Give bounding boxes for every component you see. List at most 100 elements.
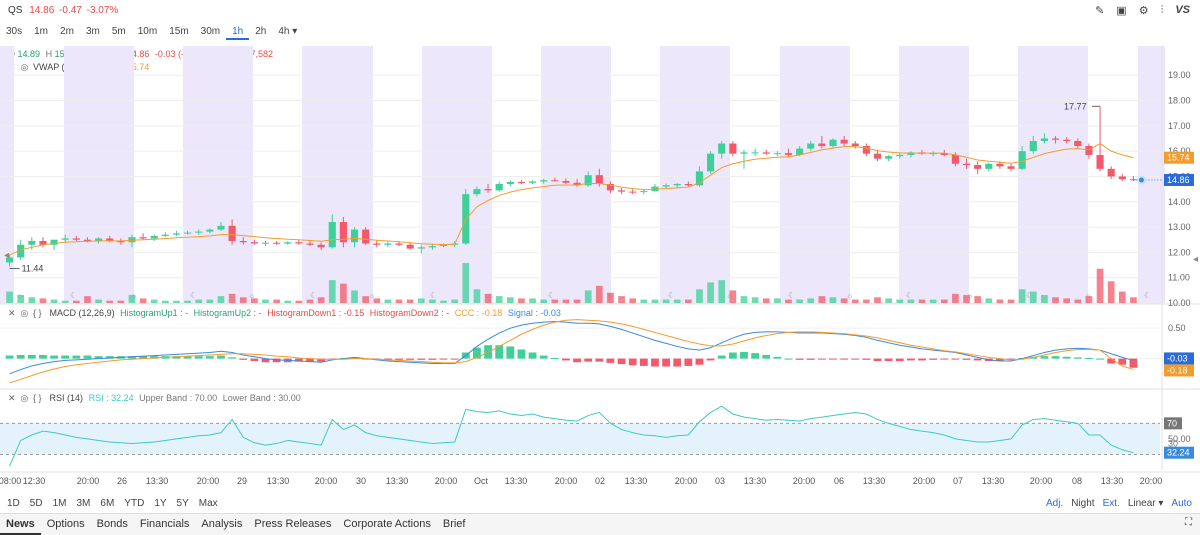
indicators-icon[interactable]: ⚙ — [1138, 5, 1149, 17]
range-6m[interactable]: 6M — [100, 498, 115, 509]
macd-series-signal — [9, 319, 1134, 384]
candle-body — [818, 143, 826, 147]
auto-toggle[interactable]: Auto — [1171, 498, 1192, 509]
volume-bar — [1130, 297, 1137, 303]
interval-2h[interactable]: 2h — [255, 26, 267, 37]
interval-4h[interactable]: 4h ▾ — [278, 26, 298, 37]
price-chart[interactable]: ☼ ☼ ☼ ☼ ☼ ☼ ☼ ☼ ☼ ☼ ☾ ☾ ☾ ☾ ☾ ☾ ☾ ☾ ☾ ☾ 17.77 11.44 10.00 11.… — [0, 0, 1200, 496]
x-tick-label: 13:30 — [146, 476, 169, 486]
range-5d[interactable]: 5D — [29, 498, 43, 509]
candle-body — [339, 222, 347, 243]
candle-body — [106, 238, 114, 241]
tab-bonds[interactable]: Bonds — [96, 518, 128, 530]
candle-body — [540, 180, 548, 182]
candle-body — [128, 237, 136, 243]
candle-body — [707, 153, 715, 172]
tab-corporate-actions[interactable]: Corporate Actions — [343, 518, 431, 530]
candle-body — [406, 244, 414, 249]
range-1m[interactable]: 1M — [52, 498, 67, 509]
night-toggle[interactable]: Night — [1071, 498, 1095, 509]
interval-1m[interactable]: 1m — [34, 26, 49, 37]
macd-tick-label: 0.00 — [1168, 354, 1186, 364]
tab-financials[interactable]: Financials — [139, 518, 190, 530]
x-tick-label: 20:00 — [315, 476, 338, 486]
macd-histogram-bar — [973, 358, 982, 361]
macd-histogram-bar — [1129, 358, 1138, 368]
range-max[interactable]: Max — [198, 498, 218, 509]
macd-histogram-bar — [528, 352, 537, 359]
code-icon[interactable]: { } — [33, 393, 42, 403]
draw-pencil-icon[interactable]: ✎ — [1095, 5, 1105, 17]
volume-bar — [328, 280, 336, 303]
tab-news[interactable]: News — [0, 514, 41, 535]
volume-bar — [462, 263, 470, 303]
macd-histogram-bar — [1051, 356, 1060, 359]
expand-icon[interactable]: ⛶ — [1185, 517, 1192, 528]
close-icon[interactable]: ✕ — [8, 393, 16, 403]
range-5y[interactable]: 5Y — [176, 498, 189, 509]
range-ytd[interactable]: YTD — [124, 498, 145, 509]
volume-bar — [139, 298, 147, 303]
settings-icon[interactable]: ◎ — [20, 62, 29, 72]
candle-body — [139, 237, 147, 239]
sun-icon: ☼ — [1084, 291, 1091, 300]
rsi-name: RSI (14) — [49, 393, 84, 403]
candle-body — [1018, 151, 1026, 169]
close-icon[interactable]: ✕ — [8, 308, 16, 318]
candle-body — [1129, 179, 1137, 181]
volume-bar — [974, 296, 981, 303]
tab-press-releases[interactable]: Press Releases — [254, 518, 332, 530]
volume-bar — [1007, 299, 1015, 303]
tab-analysis[interactable]: Analysis — [201, 518, 243, 530]
interval-30s[interactable]: 30s — [6, 26, 23, 37]
interval-1h[interactable]: 1h — [226, 24, 250, 40]
interval-30m[interactable]: 30m — [200, 26, 221, 37]
macd-histogram-bar — [706, 358, 715, 361]
interval-5m[interactable]: 5m — [111, 26, 126, 37]
scale-select[interactable]: Linear ▾ — [1127, 498, 1164, 509]
settings-icon[interactable]: ◎ — [20, 308, 29, 318]
macd-histogram-bar — [384, 358, 392, 360]
close-icon[interactable]: ✕ — [8, 62, 16, 72]
price-tick-label: 16.00 — [1168, 146, 1191, 156]
candle-body — [618, 190, 626, 192]
x-tick-label: 07 — [953, 476, 963, 486]
range-1d[interactable]: 1D — [7, 498, 20, 509]
macd-histogram-bar — [884, 358, 893, 362]
candle-style-icon[interactable]: ⫶ — [1160, 4, 1164, 16]
volume-bar — [506, 297, 514, 303]
macd-histogram-bar — [996, 358, 1004, 362]
code-icon[interactable]: { } — [33, 308, 42, 318]
interval-10m[interactable]: 10m — [137, 26, 158, 37]
volume-bar — [985, 298, 993, 303]
tab-options[interactable]: Options — [46, 518, 85, 530]
volume-bar — [495, 296, 503, 303]
last-price-tag: 14.86 — [1167, 175, 1190, 185]
range-3m[interactable]: 3M — [76, 498, 91, 509]
x-tick-label: 20:00 — [435, 476, 458, 486]
x-tick-label: 08:00 — [0, 476, 21, 486]
interval-3m[interactable]: 3m — [85, 26, 100, 37]
macd-histogram-bar — [817, 358, 826, 360]
macd-histogram-bar — [350, 357, 359, 359]
ext-toggle[interactable]: Ext. — [1102, 498, 1120, 509]
candle-body — [506, 182, 514, 185]
adj-toggle[interactable]: Adj. — [1045, 498, 1064, 509]
macd-histogram-bar — [717, 355, 726, 359]
settings-icon[interactable]: ◎ — [20, 393, 29, 403]
session-shade — [64, 46, 134, 303]
candle-body — [918, 152, 926, 154]
chart-type-icon[interactable]: ▣ — [1116, 5, 1127, 17]
last-price: 14.86 — [29, 5, 55, 16]
macd-histogram-bar — [239, 358, 248, 360]
candle-body — [840, 139, 848, 144]
macd-histdown2: HistogramDown2 : - — [369, 308, 450, 318]
candle-body — [1107, 168, 1115, 177]
range-1y[interactable]: 1Y — [154, 498, 167, 509]
tab-brief[interactable]: Brief — [442, 518, 466, 530]
interval-15m[interactable]: 15m — [169, 26, 189, 37]
candle-body — [1040, 138, 1048, 141]
interval-2m[interactable]: 2m — [60, 26, 74, 37]
candle-body — [929, 153, 937, 155]
volume-bar — [996, 299, 1004, 303]
